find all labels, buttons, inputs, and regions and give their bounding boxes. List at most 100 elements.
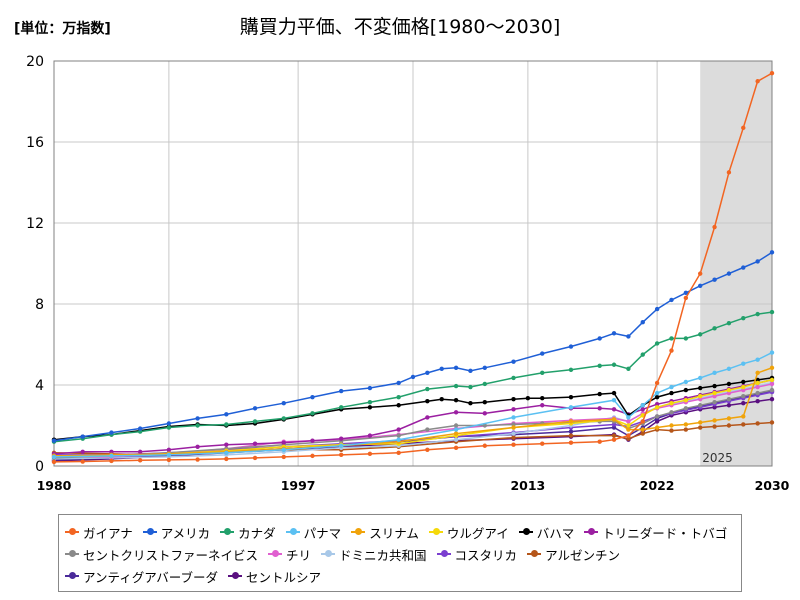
data-point (669, 428, 674, 433)
data-point (540, 395, 545, 401)
data-point (712, 393, 717, 399)
data-point (80, 449, 85, 455)
data-point (698, 420, 703, 425)
data-point (310, 394, 315, 400)
legend-swatch (527, 550, 542, 557)
data-point (339, 436, 344, 441)
data-point (137, 426, 143, 431)
data-point (453, 437, 459, 442)
legend-swatch (65, 572, 79, 579)
x-tick-label: 1980 (37, 478, 72, 493)
data-point (281, 447, 286, 452)
data-point (669, 401, 674, 406)
legend-swatch (285, 528, 300, 535)
y-tick-label: 20 (26, 54, 44, 70)
data-point (712, 405, 717, 410)
data-point (755, 421, 760, 426)
data-point (367, 400, 373, 405)
data-point (109, 453, 114, 459)
data-point (611, 437, 617, 442)
legend-label: セントクリストファーネイビス (83, 547, 259, 563)
data-point (425, 399, 430, 404)
data-point (425, 427, 430, 432)
data-point (109, 458, 114, 464)
data-point (511, 375, 516, 381)
data-point (281, 454, 286, 460)
data-point (439, 396, 444, 402)
data-point (109, 430, 114, 435)
data-point (741, 315, 746, 321)
data-point (252, 419, 258, 424)
data-point (597, 439, 602, 444)
data-point (540, 441, 545, 446)
legend-row: アンティグアバーブーダ セントルシア (65, 565, 737, 587)
data-point (769, 365, 775, 370)
data-point (626, 436, 631, 441)
data-point (568, 394, 574, 400)
data-point (367, 433, 373, 438)
data-point (568, 367, 574, 373)
legend-item: ドミニカ共和国 (321, 545, 427, 564)
data-point (669, 423, 674, 428)
data-point (755, 380, 760, 386)
data-point (712, 370, 717, 376)
data-point (698, 396, 703, 402)
legend-swatch (321, 550, 336, 557)
x-tick-label: 2005 (396, 478, 431, 493)
data-point (755, 384, 760, 390)
data-point (396, 437, 401, 442)
data-point (511, 415, 516, 420)
data-point (611, 422, 617, 427)
data-point (741, 387, 746, 393)
data-point (453, 410, 459, 415)
data-point (137, 458, 143, 463)
data-point (626, 419, 631, 424)
data-point (367, 385, 373, 391)
legend-item: セントクリストファーネイビス (65, 545, 258, 564)
data-point (195, 444, 200, 449)
legend-label: アメリカ (160, 525, 211, 541)
data-point (611, 331, 617, 336)
x-tick-label: 1988 (151, 478, 186, 493)
data-point (683, 379, 689, 385)
data-point (640, 320, 645, 325)
data-point (281, 401, 286, 406)
data-point (482, 443, 487, 448)
data-point (741, 414, 746, 419)
data-point (698, 425, 703, 430)
y-tick-label: 4 (35, 378, 44, 394)
legend-swatch (584, 528, 599, 535)
data-point (511, 442, 516, 447)
data-point (224, 456, 229, 462)
data-point (597, 363, 602, 368)
data-point (698, 403, 703, 408)
data-point (654, 394, 660, 400)
data-point (640, 352, 645, 357)
data-point (698, 283, 703, 288)
legend-item: アメリカ (142, 523, 211, 542)
data-point (511, 425, 516, 430)
legend-item: セントルシア (228, 567, 321, 586)
data-point (698, 375, 703, 381)
chart-title: 購買力平価、不変価格[1980～2030] (239, 16, 561, 38)
data-point (712, 277, 717, 282)
data-point (511, 435, 516, 440)
data-point (741, 384, 746, 390)
data-point (166, 452, 172, 458)
legend-swatch (65, 528, 79, 535)
data-point (453, 431, 459, 436)
data-point (195, 423, 200, 428)
legend-row: ガイアナ アメリカ カナダ パナマ スリナム ウルグアイ バハマ トリニダード・トバゴ (65, 521, 737, 543)
series-line (53, 367, 773, 457)
data-point (712, 418, 717, 423)
data-point (396, 433, 401, 438)
legend-item: スリナム (351, 523, 419, 542)
data-point (640, 431, 645, 436)
data-point (698, 332, 703, 337)
data-point (726, 396, 732, 402)
data-point (683, 406, 689, 411)
data-point (568, 405, 574, 410)
data-point (698, 385, 703, 391)
data-point (683, 422, 689, 427)
legend-item: トリニダード・トバゴ (584, 523, 727, 542)
